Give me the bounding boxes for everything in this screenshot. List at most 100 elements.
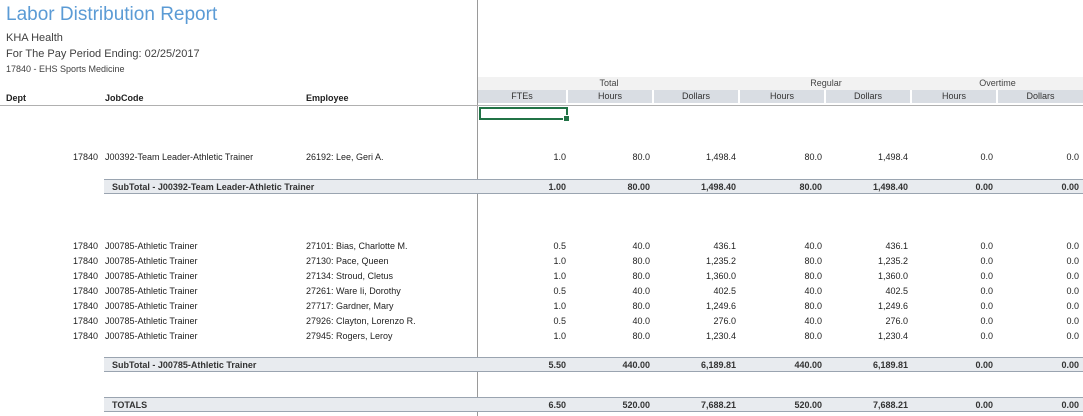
value-cell: 0.0 — [1066, 256, 1079, 266]
subtotal-label: SubTotal - J00785-Athletic Trainer — [112, 360, 257, 370]
employee-cell: 27101: Bias, Charlotte M. — [306, 241, 408, 251]
value-cell: 1,498.4 — [877, 152, 908, 162]
subtotal-value: 1,498.40 — [872, 182, 908, 192]
table-row[interactable]: 17840 J00785-Athletic Trainer 27101: Bias,… — [0, 239, 1083, 254]
value-cell: 1,230.4 — [705, 331, 736, 341]
value-cell: 0.0 — [980, 316, 993, 326]
col-regular-hours[interactable]: Hours — [740, 90, 826, 103]
dept-cell: 17840 — [72, 271, 98, 281]
dept-cell: 17840 — [72, 316, 98, 326]
table-row[interactable]: 17840 J00785-Athletic Trainer 27261: Ware … — [0, 284, 1083, 299]
jobcode-cell: J00785-Athletic Trainer — [105, 316, 198, 326]
dept-cell: 17840 — [72, 331, 98, 341]
value-cell: 0.0 — [980, 256, 993, 266]
group-regular-label: Regular — [810, 78, 842, 88]
report-title: Labor Distribution Report — [6, 4, 218, 25]
subtotal-value: 520.00 — [622, 400, 650, 410]
fill-handle[interactable] — [563, 115, 570, 122]
subtotal-value: 0.00 — [1061, 360, 1079, 370]
value-cell: 40.0 — [804, 241, 822, 251]
pay-period: For The Pay Period Ending: 02/25/2017 — [6, 48, 200, 60]
subtotal-value: 440.00 — [794, 360, 822, 370]
table-row[interactable]: 17840 J00785-Athletic Trainer 27926: Clayt… — [0, 314, 1083, 329]
column-divider — [477, 0, 478, 416]
table-row[interactable]: 17840 J00785-Athletic Trainer 27134: Strou… — [0, 269, 1083, 284]
col-regular-dollars[interactable]: Dollars — [826, 90, 912, 103]
value-cell: 0.0 — [980, 271, 993, 281]
value-cell: 80.0 — [804, 271, 822, 281]
value-cell: 1,360.0 — [705, 271, 736, 281]
col-total-dollars[interactable]: Dollars — [654, 90, 740, 103]
value-cell: 436.1 — [713, 241, 736, 251]
value-cell: 1,235.2 — [705, 256, 736, 266]
value-cell: 0.5 — [553, 286, 566, 296]
jobcode-header: JobCode — [105, 93, 144, 103]
employee-cell: 27261: Ware Ii, Dorothy — [306, 286, 401, 296]
employee-cell: 27945: Rogers, Leroy — [306, 331, 393, 341]
jobcode-cell: J00785-Athletic Trainer — [105, 331, 198, 341]
value-cell: 276.0 — [713, 316, 736, 326]
subtotal-value: 0.00 — [1061, 400, 1079, 410]
employee-cell: 27134: Stroud, Cletus — [306, 271, 394, 281]
col-overtime-hours[interactable]: Hours — [912, 90, 998, 103]
value-cell: 402.5 — [885, 286, 908, 296]
employee-cell: 27926: Clayton, Lorenzo R. — [306, 316, 416, 326]
value-cell: 0.0 — [980, 286, 993, 296]
value-cell: 1.0 — [553, 256, 566, 266]
value-cell: 40.0 — [804, 316, 822, 326]
table-row[interactable]: 17840 J00785-Athletic Trainer 27717: Gardn… — [0, 299, 1083, 314]
value-cell: 80.0 — [632, 331, 650, 341]
value-cell: 276.0 — [885, 316, 908, 326]
col-ftes[interactable]: FTEs — [478, 90, 568, 103]
table-row[interactable]: 17840 J00785-Athletic Trainer 27945: Roger… — [0, 329, 1083, 344]
col-total-hours[interactable]: Hours — [568, 90, 654, 103]
subtotal-row[interactable]: SubTotal - J00785-Athletic Trainer 5.50 44… — [104, 357, 1083, 372]
value-cell: 1.0 — [553, 301, 566, 311]
subtotal-value: 0.00 — [1061, 182, 1079, 192]
value-cell: 0.0 — [1066, 301, 1079, 311]
value-cell: 1,360.0 — [877, 271, 908, 281]
value-cell: 80.0 — [632, 271, 650, 281]
jobcode-cell: J00785-Athletic Trainer — [105, 256, 198, 266]
subtotal-row[interactable]: SubTotal - J00392-Team Leader-Athletic T… — [104, 179, 1083, 194]
value-cell: 1.0 — [553, 271, 566, 281]
department-name: 17840 - EHS Sports Medicine — [6, 64, 125, 74]
subtotal-value: 6,189.81 — [872, 360, 908, 370]
jobcode-cell: J00785-Athletic Trainer — [105, 301, 198, 311]
table-row[interactable]: 17840 J00392-Team Leader-Athletic Trainer… — [0, 150, 1083, 165]
value-cell: 0.5 — [553, 316, 566, 326]
value-cell: 0.0 — [1066, 271, 1079, 281]
value-cell: 80.0 — [804, 301, 822, 311]
subtotal-value: 7,688.21 — [872, 400, 908, 410]
jobcode-cell: J00392-Team Leader-Athletic Trainer — [105, 152, 254, 162]
value-cell: 1.0 — [553, 152, 566, 162]
employee-header: Employee — [306, 93, 349, 103]
value-cell: 0.0 — [1066, 286, 1079, 296]
value-cell: 80.0 — [632, 256, 650, 266]
value-cell: 0.0 — [980, 331, 993, 341]
subtotal-value: 0.00 — [975, 400, 993, 410]
dept-cell: 17840 — [72, 256, 98, 266]
value-cell: 80.0 — [632, 152, 650, 162]
totals-row[interactable]: TOTALS 6.50 520.00 7,688.21 520.00 7,688.21 0.… — [104, 397, 1083, 412]
subtotal-value: 6.50 — [548, 400, 566, 410]
col-overtime-dollars[interactable]: Dollars — [998, 90, 1083, 103]
header-rule — [0, 105, 1083, 106]
value-cell: 0.0 — [1066, 316, 1079, 326]
value-cell: 1,230.4 — [877, 331, 908, 341]
table-row[interactable]: 17840 J00785-Athletic Trainer 27130: Pace,… — [0, 254, 1083, 269]
subtotal-value: 80.00 — [627, 182, 650, 192]
jobcode-cell: J00785-Athletic Trainer — [105, 286, 198, 296]
value-cell: 0.0 — [1066, 241, 1079, 251]
employee-cell: 26192: Lee, Geri A. — [306, 152, 384, 162]
dept-header: Dept — [6, 93, 26, 103]
value-cell: 0.0 — [980, 241, 993, 251]
value-cell: 402.5 — [713, 286, 736, 296]
selected-cell[interactable] — [479, 107, 570, 122]
value-cell: 0.0 — [1066, 152, 1079, 162]
subtotal-value: 520.00 — [794, 400, 822, 410]
employee-cell: 27717: Gardner, Mary — [306, 301, 394, 311]
value-cell: 0.5 — [553, 241, 566, 251]
value-cell: 80.0 — [632, 301, 650, 311]
organization-name: KHA Health — [6, 32, 63, 44]
